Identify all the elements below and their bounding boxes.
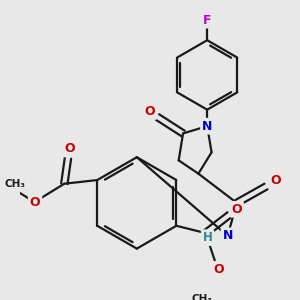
Text: O: O [145,105,155,118]
Text: N: N [202,120,212,133]
Text: F: F [203,14,212,27]
Text: O: O [213,263,224,276]
Text: N: N [223,229,233,242]
Text: CH₃: CH₃ [191,294,212,300]
Text: O: O [231,203,242,216]
Text: O: O [30,196,40,208]
Text: H: H [202,231,212,244]
Text: O: O [270,175,280,188]
Text: O: O [64,142,75,155]
Text: CH₃: CH₃ [4,179,26,189]
